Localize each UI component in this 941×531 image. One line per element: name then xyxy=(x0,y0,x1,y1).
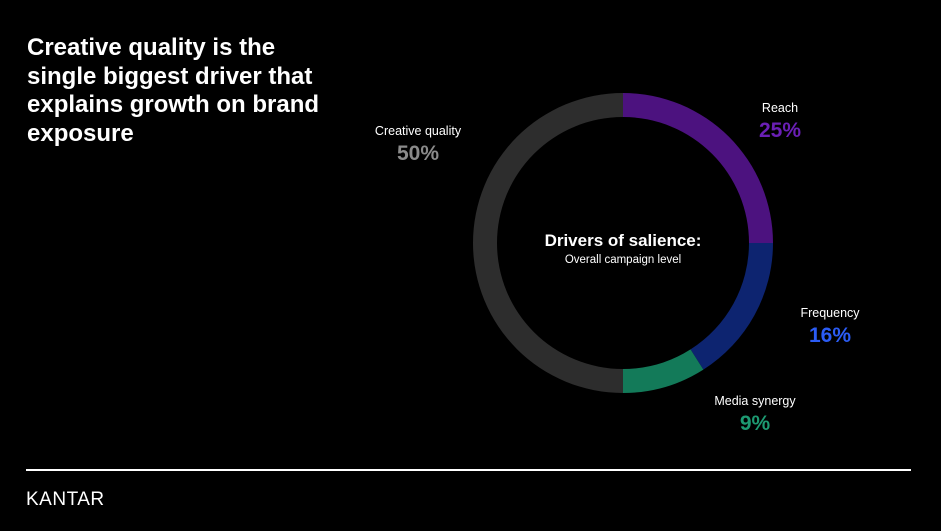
headline: Creative quality is the single biggest d… xyxy=(27,34,320,147)
slice-frequency xyxy=(690,243,773,370)
value-frequency: 16% xyxy=(809,324,851,347)
slice-media-synergy xyxy=(623,349,704,394)
label-reach: Reach xyxy=(762,101,798,115)
slice-creative-quality xyxy=(473,93,623,393)
kantar-logo: KANTAR xyxy=(26,489,105,510)
value-media-synergy: 9% xyxy=(740,412,771,435)
value-creative-quality: 50% xyxy=(397,142,439,165)
value-reach: 25% xyxy=(759,119,801,142)
label-media-synergy: Media synergy xyxy=(714,394,796,408)
chart-title: Drivers of salience: xyxy=(545,231,702,250)
footer-divider xyxy=(26,469,911,471)
label-creative-quality: Creative quality xyxy=(375,124,462,138)
slice-reach xyxy=(623,93,773,243)
label-frequency: Frequency xyxy=(800,306,860,320)
chart-subtitle: Overall campaign level xyxy=(565,254,681,266)
